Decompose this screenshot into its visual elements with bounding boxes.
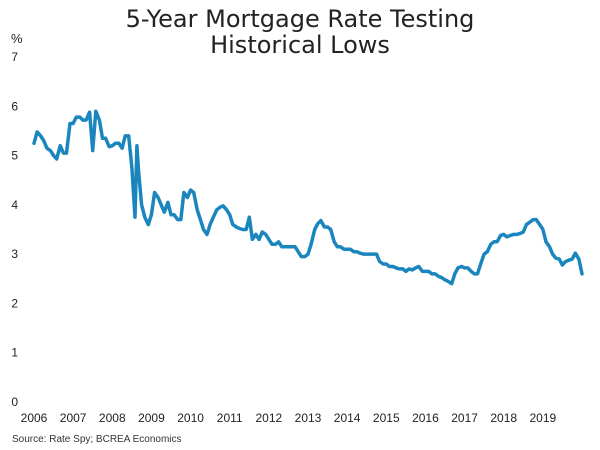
y-tick-label: 3 — [11, 247, 18, 261]
chart-title-line-1: 5-Year Mortgage Rate Testing — [125, 5, 475, 33]
x-tick-label: 2014 — [334, 411, 361, 425]
x-tick-label: 2017 — [451, 411, 478, 425]
y-tick-label: 4 — [11, 198, 18, 212]
y-tick-label: 5 — [11, 149, 18, 163]
x-tick-label: 2013 — [295, 411, 322, 425]
x-tick-label: 2015 — [373, 411, 400, 425]
series-line — [32, 109, 584, 286]
y-tick-label: 2 — [11, 296, 18, 310]
x-tick-label: 2012 — [256, 411, 283, 425]
chart-title: 5-Year Mortgage Rate Testing Historical … — [0, 6, 600, 58]
x-tick-label: 2006 — [21, 411, 48, 425]
x-tick-label: 2009 — [138, 411, 165, 425]
y-axis-unit-label: % — [11, 31, 23, 46]
y-tick-label: 7 — [11, 50, 18, 64]
y-tick-label: 0 — [11, 395, 18, 409]
x-tick-label: 2011 — [217, 411, 243, 425]
y-tick-label: 6 — [11, 99, 18, 113]
y-axis-ticks: 0 1 2 3 4 5 6 7 — [11, 50, 18, 409]
x-tick-label: 2018 — [490, 411, 517, 425]
x-tick-label: 2019 — [530, 411, 557, 425]
y-tick-label: 1 — [11, 346, 18, 360]
series-layer — [32, 109, 584, 286]
x-tick-label: 2008 — [99, 411, 126, 425]
x-tick-label: 2007 — [60, 411, 87, 425]
x-tick-label: 2016 — [412, 411, 439, 425]
x-tick-label: 2010 — [177, 411, 204, 425]
source-note: Source: Rate Spy; BCREA Economics — [12, 434, 182, 445]
x-axis-ticks: 2006 2007 2008 2009 2010 2011 2012 2013 2014 2015… — [21, 411, 557, 425]
chart-title-line-2: Historical Lows — [210, 31, 390, 59]
